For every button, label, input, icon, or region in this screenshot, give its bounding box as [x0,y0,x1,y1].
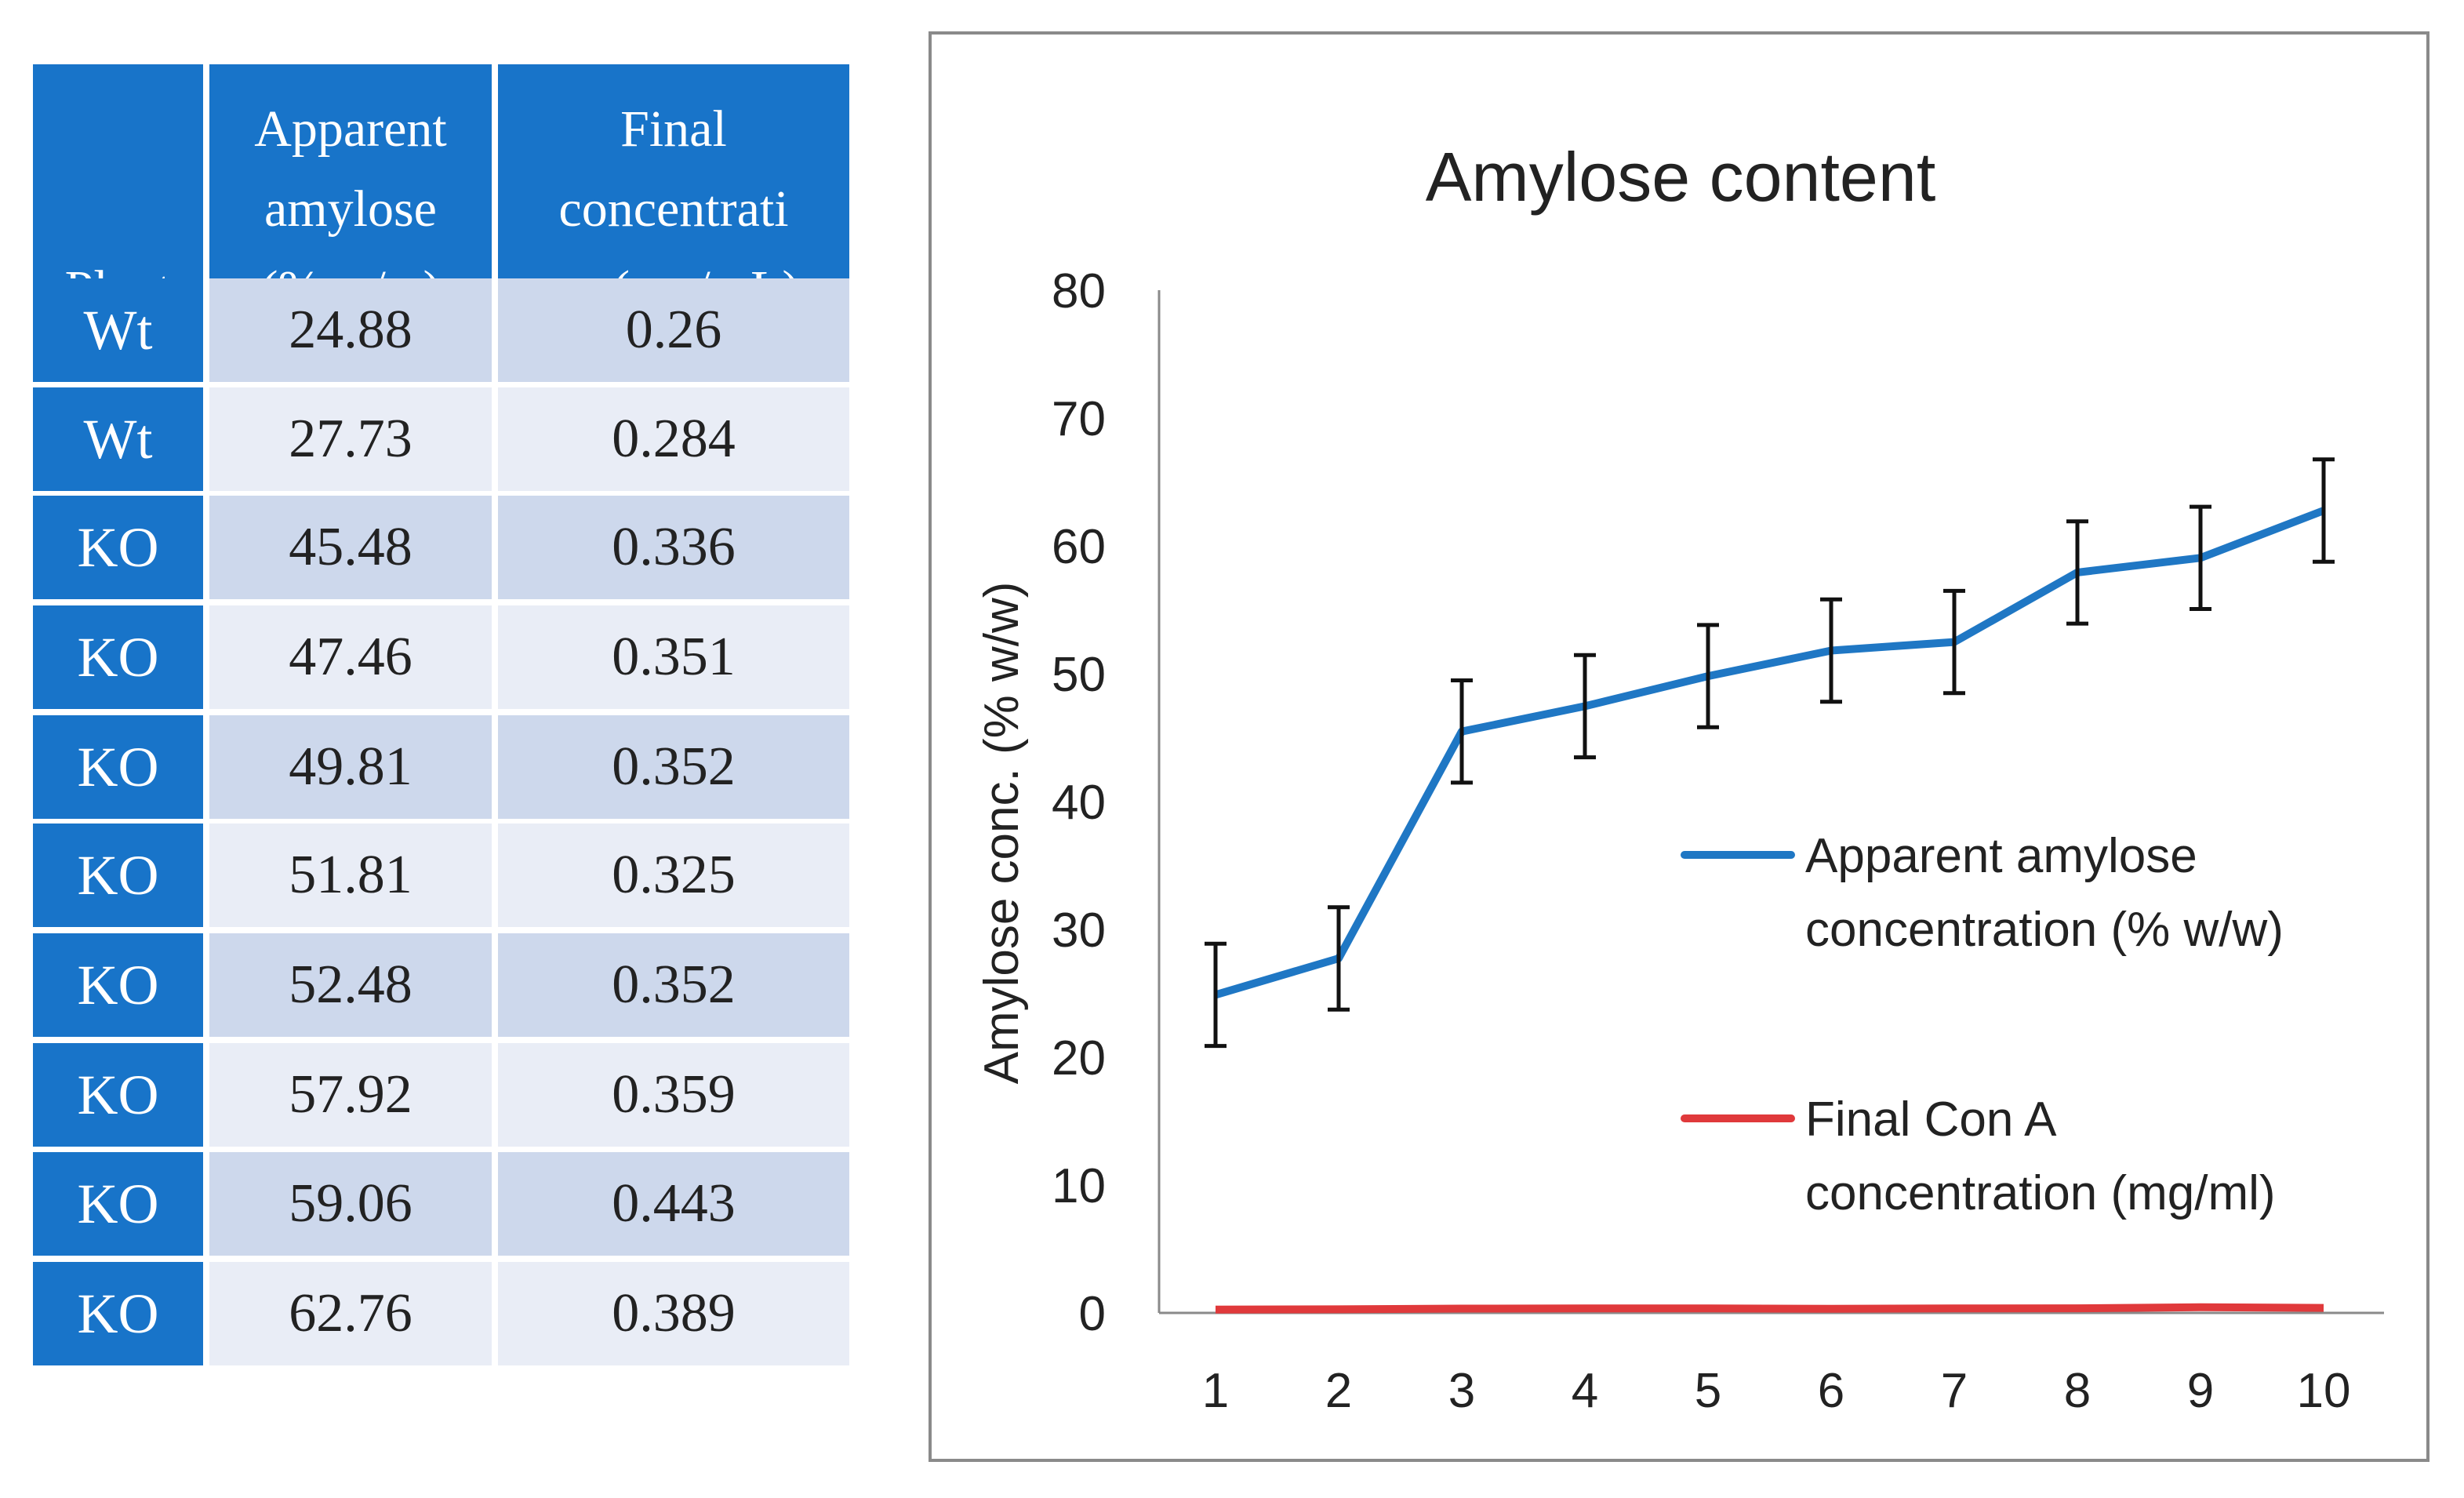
cell-apparent-amylose: 57.92 [209,1043,492,1147]
y-tick-label: 80 [1052,264,1106,318]
cell-plant: KO [33,605,203,709]
cell-plant: KO [33,933,203,1037]
header-final-line1: Final [620,100,727,158]
cell-final-concentration: 0.389 [498,1262,849,1365]
cell-apparent-amylose: 24.88 [209,278,492,382]
table-row: KO 49.81 0.352 [33,715,849,819]
x-tick-label: 7 [1941,1364,1968,1418]
legend-label: Final Con A [1805,1093,2057,1147]
cell-apparent-amylose: 27.73 [209,387,492,491]
x-tick-label: 5 [1695,1364,1721,1418]
cell-final-concentration: 0.351 [498,605,849,709]
cell-final-concentration: 0.359 [498,1043,849,1147]
cell-apparent-amylose: 59.06 [209,1152,492,1256]
y-axis-label: Amylose conc. (% w/w) [975,582,1029,1085]
cell-apparent-amylose: 47.46 [209,605,492,709]
legend-label: concentration (mg/ml) [1805,1166,2276,1220]
x-tick-label: 9 [2187,1364,2214,1418]
header-apparent-line1: Apparent [254,100,447,158]
table-row: KO 59.06 0.443 [33,1152,849,1256]
cell-apparent-amylose: 51.81 [209,824,492,927]
x-tick-label: 8 [2064,1364,2091,1418]
cell-plant: Wt [33,387,203,491]
x-tick-label: 10 [2297,1364,2351,1418]
cell-plant: KO [33,824,203,927]
y-tick-label: 0 [1079,1287,1106,1341]
cell-plant: KO [33,1152,203,1256]
legend-label: Apparent amylose [1805,829,2197,883]
y-tick-label: 20 [1052,1031,1106,1085]
table-row: KO 47.46 0.351 [33,605,849,709]
header-final-line2: concentrati [558,180,789,238]
amylose-chart: Amylose content 0 10 20 30 40 50 60 70 80 1 2 3 4 5 6 7 8… [929,31,2429,1462]
cell-plant: KO [33,715,203,819]
table-row: KO 57.92 0.359 [33,1043,849,1147]
chart-svg: Amylose content 0 10 20 30 40 50 60 70 80 1 2 3 4 5 6 7 8… [975,138,2384,1418]
x-tick-label: 6 [1818,1364,1844,1418]
cell-apparent-amylose: 45.48 [209,496,492,599]
table-row: KO 52.48 0.352 [33,933,849,1037]
table-row: KO 45.48 0.336 [33,496,849,599]
series-line-1 [1215,1303,2324,1314]
cell-plant: Wt [33,278,203,382]
table-row: Wt 24.88 0.26 [33,278,849,382]
series-line-0 [1214,507,2325,999]
y-tick-label: 60 [1052,520,1106,574]
x-tick-label: 4 [1572,1364,1598,1418]
cell-final-concentration: 0.443 [498,1152,849,1256]
cell-plant: KO [33,1043,203,1147]
cell-final-concentration: 0.336 [498,496,849,599]
cell-apparent-amylose: 62.76 [209,1262,492,1365]
cell-final-concentration: 0.26 [498,278,849,382]
table-row: KO 51.81 0.325 [33,824,849,927]
cell-final-concentration: 0.284 [498,387,849,491]
y-tick-label: 30 [1052,904,1106,958]
cell-apparent-amylose: 49.81 [209,715,492,819]
x-tick-label: 2 [1325,1364,1352,1418]
cell-final-concentration: 0.352 [498,933,849,1037]
cell-final-concentration: 0.352 [498,715,849,819]
cell-plant: KO [33,1262,203,1365]
chart-title: Amylose content [1426,138,1936,216]
table-row: Wt 27.73 0.284 [33,387,849,491]
legend-label: concentration (% w/w) [1805,903,2284,957]
header-apparent-line2: amylose [264,180,437,238]
x-tick-label: 3 [1448,1364,1475,1418]
cell-final-concentration: 0.325 [498,824,849,927]
y-tick-label: 50 [1052,648,1106,702]
y-tick-label: 70 [1052,392,1106,446]
table-row: KO 62.76 0.389 [33,1262,849,1365]
y-tick-label: 40 [1052,776,1106,830]
y-tick-label: 10 [1052,1159,1106,1213]
cell-apparent-amylose: 52.48 [209,933,492,1037]
cell-plant: KO [33,496,203,599]
x-tick-label: 1 [1202,1364,1229,1418]
